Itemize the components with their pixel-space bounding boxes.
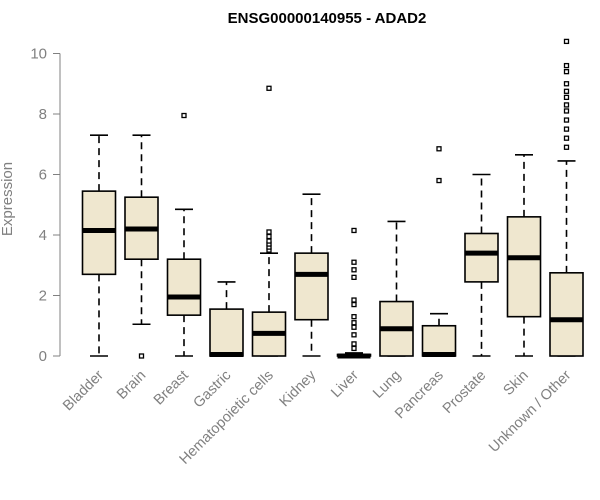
x-tick-label: Prostate [440,368,489,417]
box-gastric [209,281,244,357]
x-tick-label: Kidney [277,367,320,410]
outlier-point [351,314,357,320]
x-tick-label: Skin [501,368,532,399]
x-tick-label: Liver [328,367,362,401]
outlier-point [351,227,357,234]
y-axis-label: Expression [0,162,16,236]
boxes-group [81,38,584,359]
outlier-point [351,341,357,347]
outlier-point [266,229,272,235]
y-tick-label: 2 [39,288,47,305]
x-tick-label: Brain [114,368,149,403]
y-tick-label: 10 [30,46,47,63]
outlier-point [436,177,442,184]
outlier-point [563,94,570,101]
box-rect [421,324,457,357]
box-pancreas [421,146,457,357]
outlier-point [351,297,357,303]
outlier-point [266,238,272,244]
box-brain [124,134,159,359]
outlier-point [351,274,357,281]
outlier-point [563,69,570,75]
outlier-point [563,144,570,150]
box-kidney [294,193,329,357]
outlier-point [351,259,357,265]
box-lung [379,220,414,357]
outlier-point [266,233,272,240]
box-rect [209,308,244,357]
x-tick-label: Lung [370,368,404,402]
outlier-point [138,353,145,359]
box-liver [336,227,372,359]
box-prostate [464,173,499,357]
outlier-point [351,301,357,308]
outlier-point [563,126,570,132]
x-tick-label: Unknown / Other [486,367,574,455]
y-axis: 0 2 4 6 8 10 [30,46,61,365]
outlier-point [563,81,570,87]
y-tick-label: 4 [39,227,47,244]
outlier-point [563,108,570,114]
outlier-point [351,345,357,352]
box-breast [166,112,202,357]
x-tick-label: Bladder [60,367,107,414]
outlier-point [563,88,570,94]
box-unknown-other [549,38,584,357]
box-rect [464,232,499,283]
outlier-point [351,332,357,338]
box-hematopoietic-cells [251,85,287,357]
box-skin [506,154,542,357]
outlier-point [181,112,187,119]
box-rect [166,258,202,316]
box-rect [506,216,542,318]
outlier-point [351,320,357,326]
outlier-point [266,85,272,91]
outlier-point [563,38,570,45]
outlier-point [351,267,357,273]
outlier-point [563,102,570,108]
y-tick-label: 6 [39,167,47,184]
x-tick-label: Breast [151,368,192,409]
box-bladder [81,134,117,357]
outlier-point [351,324,357,330]
y-tick-label: 8 [39,106,47,123]
box-rect [294,252,329,321]
chart-title: ENSG00000140955 - ADAD2 [228,10,427,27]
box-rect [549,272,584,357]
outlier-point [563,117,570,123]
outlier-point [436,146,442,152]
outlier-point [563,135,570,141]
y-tick-label: 0 [39,348,47,365]
outlier-point [563,62,570,69]
